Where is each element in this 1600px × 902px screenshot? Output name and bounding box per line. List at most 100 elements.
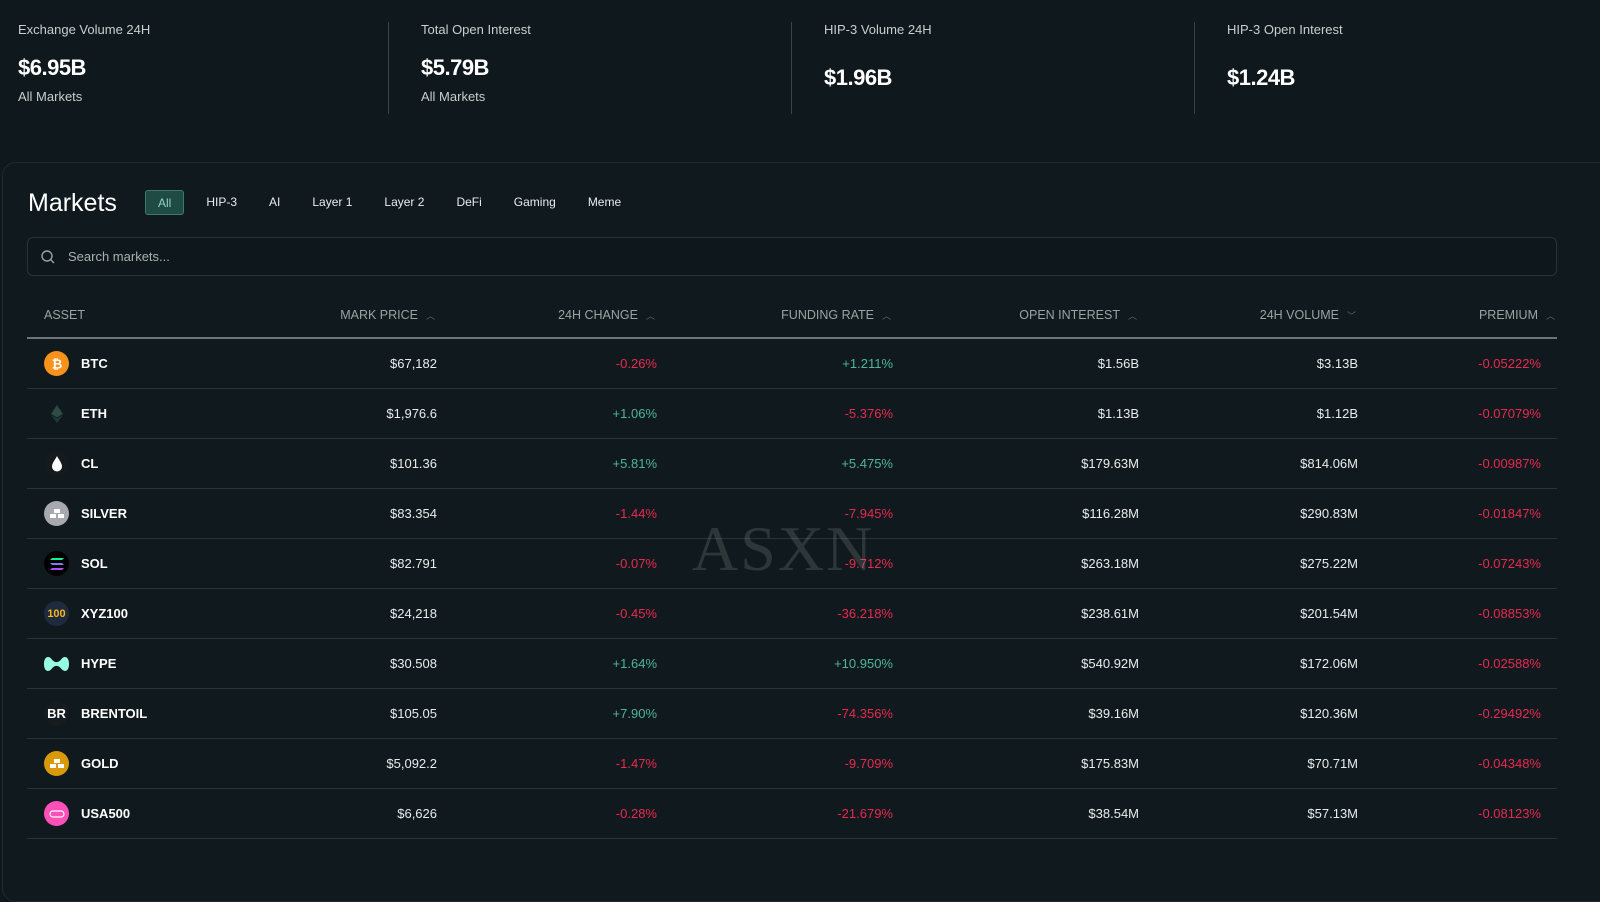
open-interest: $179.63M xyxy=(1081,456,1139,471)
mark-price: $82.791 xyxy=(390,556,437,571)
asset-symbol: HYPE xyxy=(81,656,117,671)
column-label: MARK PRICE xyxy=(340,308,418,322)
stat-sub: All Markets xyxy=(18,89,83,104)
tab-meme[interactable]: Meme xyxy=(587,195,622,209)
stat-hip3-volume: HIP-3 Volume 24H $1.96B xyxy=(806,22,1209,114)
column-24h-volume[interactable]: 24H VOLUME ﹀ xyxy=(1139,308,1358,322)
tab-defi[interactable]: DeFi xyxy=(456,195,482,209)
search-bar[interactable] xyxy=(27,237,1557,276)
stat-label: HIP-3 Volume 24H xyxy=(824,22,932,37)
tab-layer-2[interactable]: Layer 2 xyxy=(384,195,425,209)
asset-symbol: SOL xyxy=(81,556,108,571)
stat-value: $6.95B xyxy=(18,55,86,80)
search-icon xyxy=(41,249,55,263)
divider xyxy=(388,22,389,114)
mark-price: $24,218 xyxy=(390,606,437,621)
funding-rate: -7.945% xyxy=(844,506,893,521)
funding-rate: +5.475% xyxy=(841,456,893,471)
table-row[interactable]: CL $101.36 +5.81% +5.475% $179.63M $814.… xyxy=(27,439,1557,489)
sort-up-icon: ︿ xyxy=(645,311,655,321)
divider xyxy=(1194,22,1195,114)
table-row[interactable]: HYPE $30.508 +1.64% +10.950% $540.92M $1… xyxy=(27,639,1557,689)
sort-up-icon: ︿ xyxy=(1545,311,1555,321)
column-asset[interactable]: ASSET xyxy=(27,308,240,322)
funding-rate: -21.679% xyxy=(837,806,893,821)
change-24h: -0.07% xyxy=(615,556,657,571)
open-interest: $540.92M xyxy=(1081,656,1139,671)
open-interest: $38.54M xyxy=(1088,806,1139,821)
bitcoin-icon: ₿ xyxy=(44,351,69,376)
tab-layer-1[interactable]: Layer 1 xyxy=(312,195,353,209)
mark-price: $83.354 xyxy=(390,506,437,521)
column-label: 24H VOLUME xyxy=(1259,308,1339,322)
stat-value: $5.79B xyxy=(421,55,489,80)
stat-value: $1.96B xyxy=(824,65,892,90)
asset-symbol: SILVER xyxy=(81,506,127,521)
volume-24h: $57.13M xyxy=(1307,806,1358,821)
asset-cell: SILVER xyxy=(27,501,240,526)
table-row[interactable]: GOLD $5,092.2 -1.47% -9.709% $175.83M $7… xyxy=(27,739,1557,789)
volume-24h: $120.36M xyxy=(1300,706,1358,721)
stats-bar: Exchange Volume 24H $6.95B All Markets T… xyxy=(0,0,1600,162)
tab-ai[interactable]: AI xyxy=(269,195,281,209)
premium: -0.00987% xyxy=(1478,456,1541,471)
open-interest: $116.28M xyxy=(1082,506,1139,521)
tab-all[interactable]: All xyxy=(145,190,185,215)
funding-rate: -74.356% xyxy=(837,706,893,721)
change-24h: +5.81% xyxy=(612,456,657,471)
gold-bars-icon xyxy=(44,751,69,776)
column-24h-change[interactable]: 24H CHANGE ︿ xyxy=(437,308,657,322)
tab-gaming[interactable]: Gaming xyxy=(513,195,556,209)
icon-text: BR xyxy=(47,706,66,721)
sort-down-icon: ﹀ xyxy=(1346,311,1356,321)
svg-text:₿: ₿ xyxy=(51,357,62,371)
tab-hip-3[interactable]: HIP-3 xyxy=(206,195,238,209)
table-row[interactable]: USA500 $6,626 -0.28% -21.679% $38.54M $5… xyxy=(27,789,1557,839)
page-title: Markets xyxy=(28,189,117,217)
column-funding-rate[interactable]: FUNDING RATE ︿ xyxy=(657,308,893,322)
change-24h: -1.44% xyxy=(615,506,657,521)
volume-24h: $201.54M xyxy=(1300,606,1358,621)
mark-price: $30.508 xyxy=(390,656,437,671)
premium: -0.07243% xyxy=(1478,556,1541,571)
premium: -0.07079% xyxy=(1478,406,1541,421)
asset-cell: ETH xyxy=(27,401,240,426)
volume-24h: $172.06M xyxy=(1300,656,1358,671)
brentoil-icon: BR xyxy=(44,701,69,726)
asset-symbol: BRENTOIL xyxy=(81,706,148,721)
volume-24h: $3.13B xyxy=(1316,356,1358,371)
search-input[interactable] xyxy=(68,249,1433,264)
table-row[interactable]: SILVER $83.354 -1.44% -7.945% $116.28M $… xyxy=(27,489,1557,539)
asset-cell: BR BRENTOIL xyxy=(27,701,240,726)
premium: -0.08123% xyxy=(1478,806,1541,821)
table-row[interactable]: BR BRENTOIL $105.05 +7.90% -74.356% $39.1… xyxy=(27,689,1557,739)
asset-cell: ₿ BTC xyxy=(27,351,240,376)
funding-rate: -9.709% xyxy=(844,756,893,771)
change-24h: +1.64% xyxy=(612,656,657,671)
xyz100-icon: 100 xyxy=(44,601,69,626)
volume-24h: $70.71M xyxy=(1307,756,1358,771)
change-24h: -0.28% xyxy=(615,806,657,821)
table-row[interactable]: SOL $82.791 -0.07% -9.712% $263.18M $275… xyxy=(27,539,1557,589)
change-24h: +7.90% xyxy=(612,706,657,721)
stat-value: $1.24B xyxy=(1227,65,1295,90)
markets-table: ASSET MARK PRICE ︿ 24H CHANGE ︿ FUNDING RA… xyxy=(27,293,1557,839)
funding-rate: +1.211% xyxy=(842,356,893,371)
table-header: ASSET MARK PRICE ︿ 24H CHANGE ︿ FUNDING RA… xyxy=(27,293,1557,339)
stat-label: Total Open Interest xyxy=(421,22,531,37)
sort-up-icon: ︿ xyxy=(881,311,891,321)
open-interest: $1.13B xyxy=(1097,406,1139,421)
table-row[interactable]: 100 XYZ100 $24,218 -0.45% -36.218% $238.6… xyxy=(27,589,1557,639)
volume-24h: $1.12B xyxy=(1316,406,1358,421)
column-label: FUNDING RATE xyxy=(781,308,874,322)
column-open-interest[interactable]: OPEN INTEREST ︿ xyxy=(893,308,1139,322)
column-premium[interactable]: PREMIUM ︿ xyxy=(1358,308,1557,322)
asset-symbol: ETH xyxy=(81,406,107,421)
asset-cell: 100 XYZ100 xyxy=(27,601,240,626)
column-label: ASSET xyxy=(44,308,85,322)
oil-drop-icon xyxy=(44,451,69,476)
table-row[interactable]: ₿ BTC $67,182 -0.26% +1.211% $1.56B $3.13… xyxy=(27,339,1557,389)
column-mark-price[interactable]: MARK PRICE ︿ xyxy=(240,308,437,322)
table-row[interactable]: ETH $1,976.6 +1.06% -5.376% $1.13B $1.12… xyxy=(27,389,1557,439)
mark-price: $101.36 xyxy=(390,456,437,471)
